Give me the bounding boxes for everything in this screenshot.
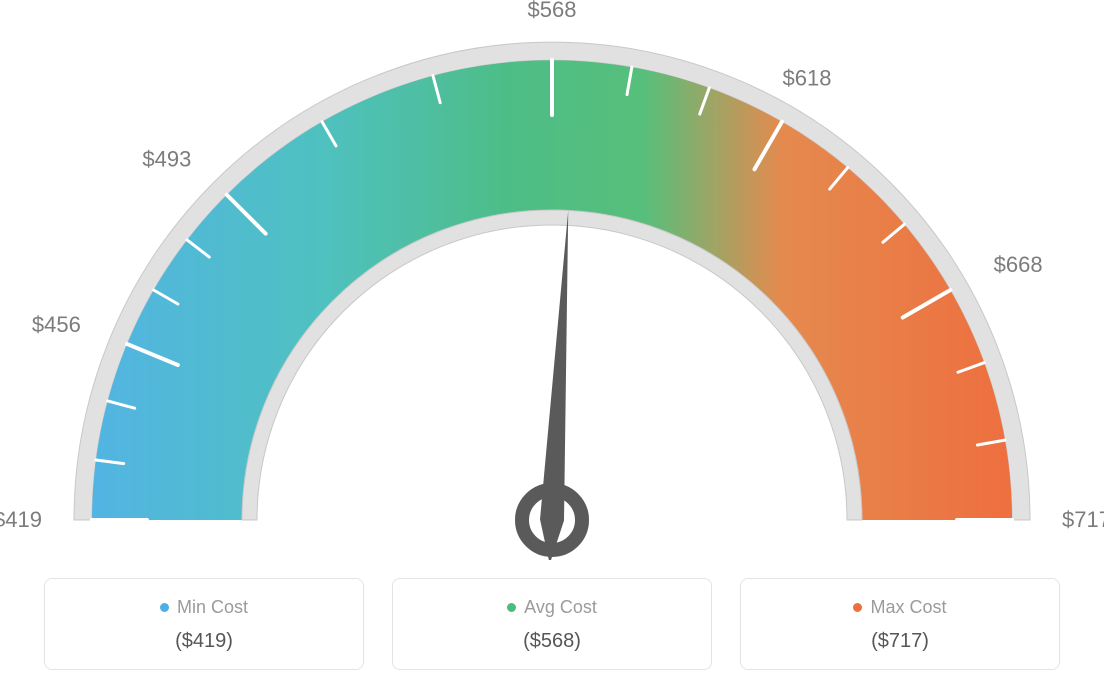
legend-value-avg: ($568) <box>401 630 703 653</box>
gauge-svg: $419 $456 $493 $568 $618 $668 $717 <box>0 0 1104 560</box>
legend-card-avg: Avg Cost ($568) <box>392 578 712 670</box>
legend-title-max: Max Cost <box>749 597 1051 618</box>
dot-icon <box>853 603 862 612</box>
svg-text:$456: $456 <box>32 312 81 337</box>
legend-value-min: ($419) <box>53 630 355 653</box>
gauge-chart: $419 $456 $493 $568 $618 $668 $717 <box>0 0 1104 560</box>
svg-text:$618: $618 <box>783 65 832 90</box>
svg-text:$568: $568 <box>528 0 577 22</box>
legend-card-min: Min Cost ($419) <box>44 578 364 670</box>
legend-value-max: ($717) <box>749 630 1051 653</box>
svg-text:$717: $717 <box>1062 507 1104 532</box>
legend-label: Max Cost <box>870 597 946 617</box>
dot-icon <box>507 603 516 612</box>
legend-label: Avg Cost <box>524 597 597 617</box>
svg-text:$668: $668 <box>994 252 1043 277</box>
dot-icon <box>160 603 169 612</box>
legend-label: Min Cost <box>177 597 248 617</box>
legend-title-avg: Avg Cost <box>401 597 703 618</box>
legend-row: Min Cost ($419) Avg Cost ($568) Max Cost… <box>0 578 1104 670</box>
svg-text:$493: $493 <box>142 146 191 171</box>
legend-title-min: Min Cost <box>53 597 355 618</box>
legend-card-max: Max Cost ($717) <box>740 578 1060 670</box>
svg-text:$419: $419 <box>0 507 42 532</box>
